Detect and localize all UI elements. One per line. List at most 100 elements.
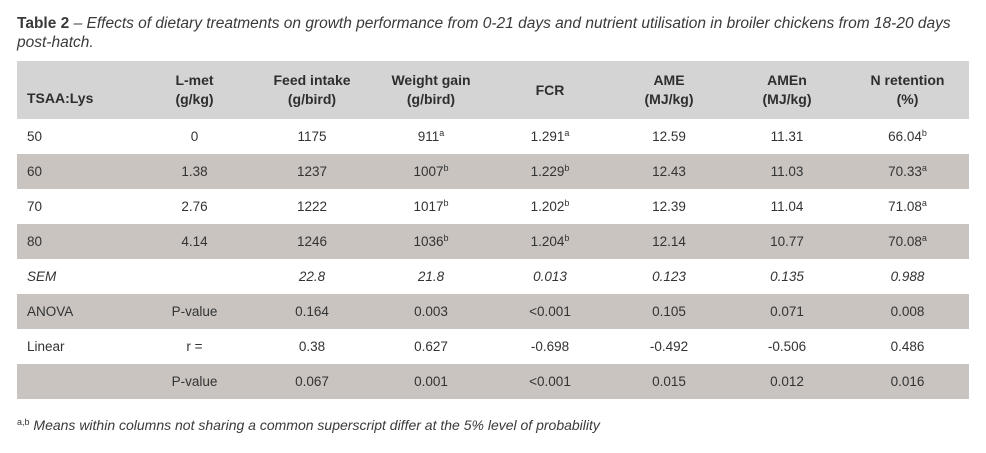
- column-header-label: FCR: [535, 81, 565, 98]
- cell-superscript: b: [564, 198, 570, 208]
- cell-value: P-value: [171, 304, 218, 319]
- cell-superscript: b: [564, 163, 570, 173]
- table-cell: [17, 364, 137, 399]
- cell-value: 71.08: [888, 199, 922, 214]
- cell-value: 80: [27, 234, 43, 249]
- table-cell: -0.492: [610, 329, 728, 364]
- table-cell: 1036b: [372, 224, 490, 259]
- column-header-unit: (MJ/kg): [762, 91, 812, 107]
- cell-superscript: a: [439, 128, 445, 138]
- table-cell: 12.39: [610, 189, 728, 224]
- table-cell: 12.59: [610, 119, 728, 154]
- table-cell: ANOVA: [17, 294, 137, 329]
- cell-value: 0.164: [295, 304, 329, 319]
- cell-value: 70.08: [888, 234, 922, 249]
- cell-value: 0.105: [652, 304, 686, 319]
- cell-value: 10.77: [770, 234, 804, 249]
- table-cell: 0: [137, 119, 252, 154]
- cell-value: -0.492: [649, 339, 689, 354]
- table-cell: 1.204b: [490, 224, 610, 259]
- footnote-text: Means within columns not sharing a commo…: [29, 417, 600, 433]
- column-header: L-met (g/kg): [137, 61, 252, 119]
- column-header-label: L-met: [175, 72, 214, 88]
- cell-value: 1.202: [530, 199, 565, 214]
- column-header-label: Weight gain: [391, 72, 471, 88]
- table-cell: 1007b: [372, 154, 490, 189]
- cell-value: 22.8: [298, 269, 326, 284]
- cell-value: 11.03: [770, 164, 804, 179]
- cell-value: 1007: [413, 164, 444, 179]
- table-cell: 1.38: [137, 154, 252, 189]
- cell-value: 0.627: [414, 339, 448, 354]
- column-header: Feed intake (g/bird): [252, 61, 372, 119]
- table-cell: 1.202b: [490, 189, 610, 224]
- table-cell: 1246: [252, 224, 372, 259]
- cell-value: 70: [27, 199, 43, 214]
- table-cell: 1237: [252, 154, 372, 189]
- cell-value: 0.015: [652, 374, 686, 389]
- cell-value: 0.001: [414, 374, 448, 389]
- cell-value: 0.067: [295, 374, 329, 389]
- cell-superscript: a: [921, 198, 927, 208]
- table-cell: 70.08a: [846, 224, 969, 259]
- table-cell: <0.001: [490, 294, 610, 329]
- column-header-unit: (g/kg): [175, 91, 214, 107]
- cell-value: 12.14: [652, 234, 686, 249]
- table-cell: 0.012: [728, 364, 846, 399]
- table-cell: 1175: [252, 119, 372, 154]
- cell-value: 1.204: [530, 234, 565, 249]
- table-cell: 0.164: [252, 294, 372, 329]
- cell-value: 1036: [413, 234, 444, 249]
- table-caption: Table 2 – Effects of dietary treatments …: [17, 14, 972, 52]
- table-footnote: a,b Means within columns not sharing a c…: [17, 417, 600, 433]
- column-header: N retention (%): [846, 61, 969, 119]
- cell-value: 1237: [296, 164, 328, 179]
- cell-value: 11.04: [770, 199, 804, 214]
- cell-value: 1017: [413, 199, 444, 214]
- cell-value: 12.59: [652, 129, 686, 144]
- table-body: 50 0 1175 911a 1.291a 12.59 11.31 66.04b 60 1.38 1…: [17, 119, 969, 399]
- column-header: Weight gain (g/bird): [372, 61, 490, 119]
- cell-value: 66.04: [888, 129, 922, 144]
- cell-value: 21.8: [417, 269, 445, 284]
- cell-value: 0.486: [890, 339, 925, 354]
- cell-value: P-value: [171, 374, 218, 389]
- cell-value: 0.016: [890, 374, 925, 389]
- cell-value: -0.506: [767, 339, 807, 354]
- cell-value: 1.38: [181, 164, 208, 179]
- table-cell: 0.38: [252, 329, 372, 364]
- table-cell: 12.43: [610, 154, 728, 189]
- cell-value: 1175: [297, 129, 327, 144]
- cell-value: 0.071: [770, 304, 804, 319]
- table-cell: [137, 259, 252, 294]
- column-header-unit: (%): [896, 91, 919, 107]
- table-cell: r =: [137, 329, 252, 364]
- table-header-row: TSAA:Lys L-met (g/kg) Feed intake (g/bird) We…: [17, 61, 969, 119]
- cell-value: 0.988: [890, 269, 925, 284]
- table-row: 70 2.76 1222 1017b 1.202b 12.39 11.04 71.08a: [17, 189, 969, 224]
- cell-value: 70.33: [888, 164, 922, 179]
- table-cell: -0.698: [490, 329, 610, 364]
- column-header-unit: (MJ/kg): [644, 91, 694, 107]
- table-cell: 0.071: [728, 294, 846, 329]
- cell-value: 1.229: [530, 164, 565, 179]
- column-header-label: N retention: [870, 72, 945, 88]
- table-cell: 50: [17, 119, 137, 154]
- table-cell: 0.988: [846, 259, 969, 294]
- table-cell: Linear: [17, 329, 137, 364]
- cell-value: 11.31: [770, 129, 804, 144]
- cell-value: 0.013: [533, 269, 567, 284]
- table-row: 50 0 1175 911a 1.291a 12.59 11.31 66.04b: [17, 119, 969, 154]
- table-cell: 70: [17, 189, 137, 224]
- column-header: TSAA:Lys: [17, 61, 137, 119]
- cell-superscript: b: [564, 233, 570, 243]
- table-cell: 1017b: [372, 189, 490, 224]
- table-cell: SEM: [17, 259, 137, 294]
- table-cell: 60: [17, 154, 137, 189]
- column-header-label: Feed intake: [273, 72, 351, 88]
- column-header: AMEn (MJ/kg): [728, 61, 846, 119]
- cell-value: SEM: [27, 269, 57, 284]
- column-header-label: TSAA:Lys: [27, 90, 94, 106]
- cell-superscript: b: [443, 233, 449, 243]
- table-cell: 80: [17, 224, 137, 259]
